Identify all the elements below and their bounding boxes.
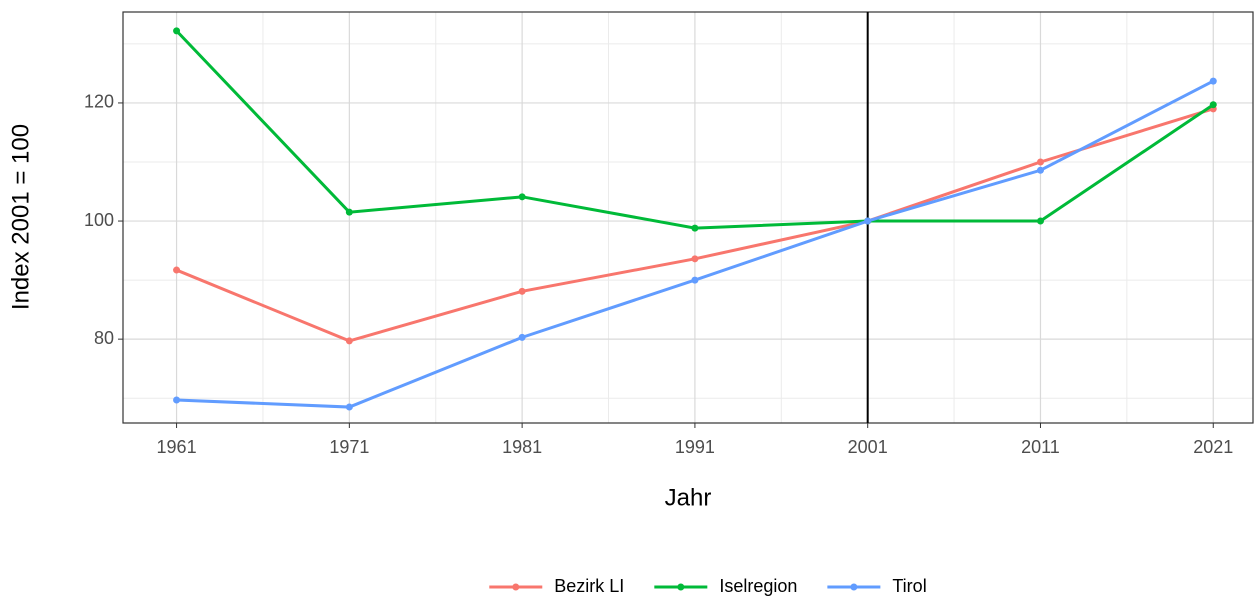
point [691, 224, 699, 232]
point [1036, 166, 1044, 174]
point [864, 217, 872, 225]
legend-label: Iselregion [719, 576, 797, 596]
point [345, 208, 353, 216]
point [691, 276, 699, 284]
point [518, 287, 526, 295]
legend-label: Bezirk LI [554, 576, 624, 596]
legend-key-point [850, 583, 858, 591]
x-tick-label: 2021 [1193, 437, 1233, 457]
legend-label: Tirol [892, 576, 926, 596]
point [173, 266, 181, 274]
x-tick-label: 1991 [675, 437, 715, 457]
panel-border [122, 11, 1254, 424]
point [518, 193, 526, 201]
y-tick-label: 100 [84, 210, 114, 230]
point [691, 255, 699, 263]
x-tick-label: 2011 [1021, 437, 1060, 457]
x-tick-label: 1981 [502, 437, 542, 457]
x-tick-label: 1971 [329, 437, 369, 457]
point [518, 333, 526, 341]
point [173, 27, 181, 35]
legend-key-point [512, 583, 520, 591]
point [345, 403, 353, 411]
point [173, 396, 181, 404]
x-tick-label: 2001 [848, 437, 888, 457]
point [345, 337, 353, 345]
x-tick-label: 1961 [157, 437, 197, 457]
y-tick-label: 80 [94, 328, 114, 348]
point [1036, 217, 1044, 225]
legend-key-point [677, 583, 685, 591]
y-tick-label: 120 [84, 92, 114, 112]
point [1209, 77, 1217, 85]
point [1036, 158, 1044, 166]
x-axis-title: Jahr [665, 484, 712, 511]
y-axis-title: Index 2001 = 100 [7, 124, 34, 310]
point [1209, 101, 1217, 109]
